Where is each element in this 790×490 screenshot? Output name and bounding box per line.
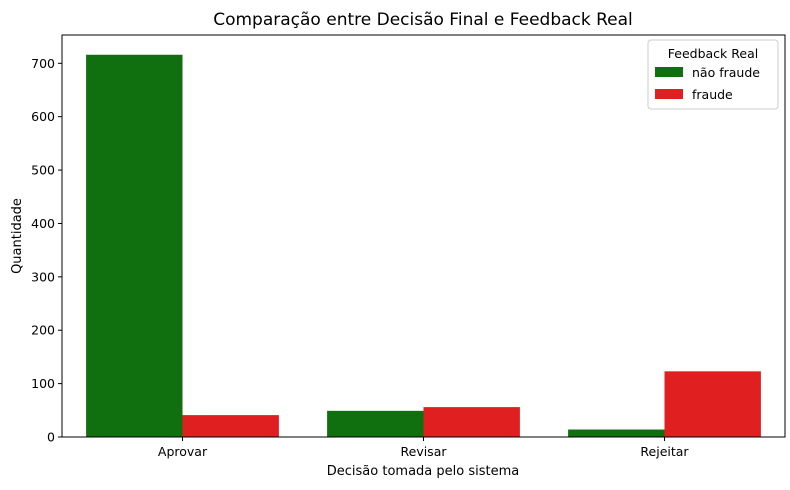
y-tick-label-100: 100 bbox=[31, 376, 55, 391]
legend-label-fraude: fraude bbox=[692, 87, 733, 102]
y-tick-label-700: 700 bbox=[31, 56, 55, 71]
y-tick-label-200: 200 bbox=[31, 323, 55, 338]
bar-aprovar-fraude bbox=[182, 415, 279, 437]
bar-revisar-fraude bbox=[423, 407, 520, 437]
legend-swatch-nao-fraude bbox=[655, 67, 683, 77]
plot-frame bbox=[61, 34, 786, 438]
x-tick-label-aprovar: Aprovar bbox=[158, 444, 208, 459]
x-tick-label-rejeitar: Rejeitar bbox=[640, 444, 689, 459]
chart-title: Comparação entre Decisão Final e Feedbac… bbox=[213, 10, 633, 30]
y-tick-label-300: 300 bbox=[31, 269, 55, 284]
bar-revisar-nao-fraude bbox=[327, 410, 424, 437]
bar-aprovar-nao-fraude bbox=[86, 54, 183, 437]
legend: Feedback Real não fraude fraude bbox=[647, 39, 779, 110]
y-tick-label-500: 500 bbox=[31, 163, 55, 178]
y-tick-label-600: 600 bbox=[31, 109, 55, 124]
bar-rejeitar-fraude bbox=[664, 371, 761, 437]
y-axis-label: Quantidade bbox=[10, 198, 25, 274]
y-ticks-group: 0 100 200 300 400 500 600 700 bbox=[31, 56, 62, 445]
legend-label-nao-fraude: não fraude bbox=[692, 65, 760, 80]
bars-group bbox=[86, 54, 761, 437]
legend-title: Feedback Real bbox=[668, 46, 758, 61]
y-tick-label-0: 0 bbox=[47, 430, 55, 445]
legend-swatch-fraude bbox=[655, 89, 683, 99]
x-tick-label-revisar: Revisar bbox=[401, 444, 448, 459]
y-tick-label-400: 400 bbox=[31, 216, 55, 231]
x-axis-label: Decisão tomada pelo sistema bbox=[327, 464, 519, 479]
bar-rejeitar-nao-fraude bbox=[568, 429, 665, 437]
x-ticks-group: Aprovar Revisar Rejeitar bbox=[158, 437, 689, 459]
